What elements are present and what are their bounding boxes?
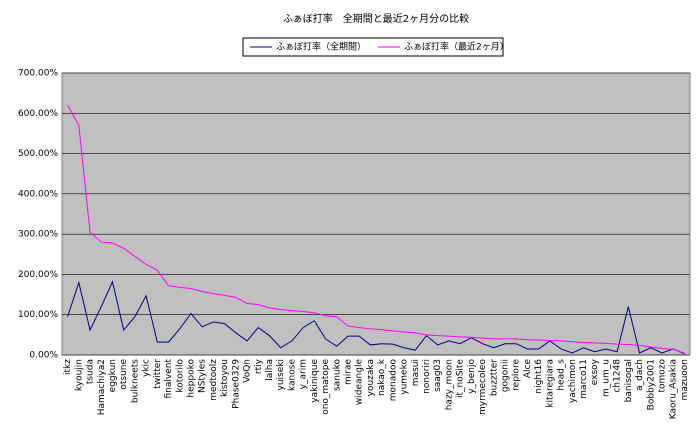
x-tick-label: ono_matope [321,359,331,415]
y-tick-label: 700.00% [18,69,58,79]
x-tick-label: saag03 [433,359,443,392]
x-tick-label: Phase0329 [231,359,241,409]
y-tick-label: 300.00% [18,230,58,240]
plot-area [61,72,691,356]
x-tick-label: it_noSite [456,359,466,398]
x-tick-label: tsuda [86,359,96,384]
legend-label: ふぁぼ打率（最近2ヶ月） [404,41,509,53]
x-tick-label: exsoy [590,358,600,385]
x-tick-label: itkz [63,359,73,375]
y-tick-label: 100.00% [18,310,58,320]
x-tick-label: kitaregiara [545,359,555,408]
x-tick-label: tomozo [657,359,667,393]
x-tick-label: Alce [523,359,533,379]
y-tick-label: 600.00% [18,109,58,119]
legend-label: ふぁぼ打率（全期間） [276,41,366,53]
x-tick-label: m_um_u [601,359,611,397]
x-tick-label: kotorilo [175,359,185,393]
y-tick-label: 200.00% [18,270,58,280]
x-tick-label: rtiy [254,358,264,374]
x-tick-label: Bobby2001 [646,359,656,410]
x-tick-label: replore [512,359,522,391]
chart-title: ふぁぼ打率 全期間と最近2ヶ月分の比較 [283,12,469,25]
x-tick-label: Kaoru_Asakia [669,359,679,419]
x-tick-label: monadoo [388,359,398,402]
y-tick-label: 500.00% [18,149,58,159]
y-tick-label: 0.00% [29,351,58,361]
x-tick-label: eggkun [108,359,118,392]
x-tick-label: nonoriri [422,359,432,394]
x-tick-label: a_dach [635,359,645,391]
x-tick-label: gogonii [500,359,510,392]
x-tick-label: bulkneets [130,359,140,403]
x-tick-label: twitter [153,359,163,389]
x-tick-label: kyoujin [74,359,84,391]
x-tick-label: hazy_moon [444,359,454,410]
x-tick-label: mazuoon [680,359,690,400]
series-line [67,280,685,355]
x-tick-label: Hamachiya2 [97,359,107,415]
x-tick-label: yakinique [310,359,320,403]
x-tick-label: kanose [287,359,297,391]
x-tick-label: head_s [557,359,567,391]
x-tick-label: medtoolz [209,359,219,401]
x-tick-label: nakao_k [377,358,387,396]
x-tick-label: wideangle [355,359,365,406]
x-tick-label: yachimon [568,359,578,403]
x-tick-label: yuiseki [276,359,286,390]
x-tick-label: finalvent [164,359,174,399]
x-tick-label: banisogal [624,359,634,402]
x-tick-label: myrmecoleo [478,359,488,415]
x-tick-label: marco11 [579,359,589,399]
legend [242,37,504,57]
x-tick-label: ykic [142,359,152,377]
x-tick-label: kistoyou [220,359,230,397]
x-tick-label: lalha [265,359,275,381]
x-tick-label: yumeko [400,359,410,395]
x-tick-label: ch1248 [613,359,623,393]
x-tick-label: buzztter [489,359,499,396]
x-tick-label: y_benjo [467,359,477,394]
x-tick-label: masui [411,359,421,386]
x-tick-label: heppoko [186,359,196,398]
y-tick-label: 400.00% [18,189,58,199]
x-tick-label: youzaka [366,359,376,396]
x-tick-label: night16 [534,359,544,394]
x-tick-label: sanuko [332,359,342,392]
x-tick-label: VoQn [243,359,253,383]
x-tick-label: y_arim [299,359,309,389]
x-tick-label: otsune [119,359,129,390]
x-tick-label: NStyles [198,359,208,393]
series-line [67,104,685,354]
x-tick-label: mirae [343,359,353,385]
